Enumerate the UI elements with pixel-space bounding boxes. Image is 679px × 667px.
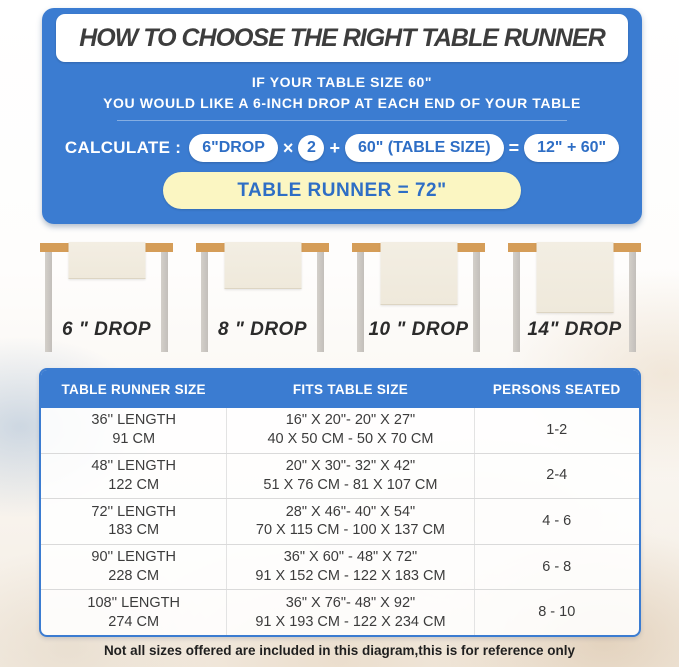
persons-cell: 8 - 10: [538, 604, 576, 621]
persons-cell: 1-2: [546, 421, 568, 438]
persons-cell: 6 - 8: [542, 558, 572, 575]
table-figure-8-drop: 8 " DROP: [196, 242, 329, 355]
col-header-fits-table: FITS TABLE SIZE: [292, 381, 409, 397]
drop-value-pill: 6"DROP: [189, 134, 278, 162]
runner-size-cell: 72'' LENGTH 183 CM: [91, 503, 176, 539]
table-leg: [161, 252, 168, 352]
page-title: HOW TO CHOOSE THE RIGHT TABLE RUNNER: [79, 23, 606, 52]
equals-operator: =: [508, 137, 520, 158]
col-header-runner-size: TABLE RUNNER SIZE: [61, 381, 206, 397]
table-leg: [473, 252, 480, 352]
fits-size-cell: 20" X 30"- 32" X 42" 51 X 76 CM - 81 X 1…: [226, 453, 475, 499]
runner-drape: [536, 242, 613, 313]
fits-size-cell: 28" X 46"- 40" X 54" 70 X 115 CM - 100 X…: [226, 499, 475, 544]
hero-panel: HOW TO CHOOSE THE RIGHT TABLE RUNNER IF …: [42, 8, 642, 224]
runner-size-cell: 48'' LENGTH 122 CM: [91, 458, 176, 493]
table-row: 48'' LENGTH 122 CM 20" X 30"- 32" X 42" …: [41, 452, 639, 499]
times-operator: ×: [282, 137, 294, 158]
table-row: 72'' LENGTH 183 CM 28" X 46"- 40" X 54" …: [41, 498, 639, 544]
subtitle-line-2: YOU WOULD LIKE A 6-INCH DROP AT EACH END…: [103, 95, 581, 111]
table-leg: [513, 252, 520, 352]
table-figure-6-drop: 6 " DROP: [40, 242, 173, 355]
table-row: 36'' LENGTH 91 CM 16" X 20"- 20" X 27" 4…: [41, 408, 639, 453]
drop-figures-row: 6 " DROP 8 " DROP 10 " DROP 14" DROP: [40, 242, 641, 355]
multiplier-badge: 2: [298, 135, 325, 161]
drop-label: 10 " DROP: [368, 319, 469, 340]
subtitle-divider: [117, 120, 567, 121]
col-header-persons: PERSONS SEATED: [492, 381, 621, 397]
runner-size-cell: 108'' LENGTH 274 CM: [87, 594, 180, 630]
table-size-pill: 60" (TABLE SIZE): [344, 134, 504, 162]
plus-operator: +: [329, 137, 340, 158]
drop-label: 6 " DROP: [61, 319, 152, 340]
table-leg: [201, 252, 208, 352]
runner-size-cell: 90'' LENGTH 228 CM: [91, 549, 176, 585]
persons-cell: 2-4: [546, 467, 568, 484]
runner-drape: [68, 242, 145, 279]
title-card: HOW TO CHOOSE THE RIGHT TABLE RUNNER: [56, 14, 628, 62]
calculation-row: CALCULATE : 6"DROP × 2 + 60" (TABLE SIZE…: [42, 130, 642, 166]
table-leg: [629, 252, 636, 352]
runner-result-pill: TABLE RUNNER = 72": [163, 172, 521, 209]
table-figure-14-drop: 14" DROP: [508, 242, 641, 355]
table-row: 90'' LENGTH 228 CM 36" X 60" - 48" X 72"…: [41, 543, 639, 590]
drop-label: 8 " DROP: [217, 319, 308, 340]
table-leg: [357, 252, 364, 352]
table-leg: [45, 252, 52, 352]
runner-drape: [380, 242, 457, 305]
table-row: 108'' LENGTH 274 CM 36" X 76"- 48" X 92"…: [41, 589, 639, 635]
runner-drape: [224, 242, 301, 289]
sum-pill: 12" + 60": [524, 134, 620, 162]
fits-size-cell: 16" X 20"- 20" X 27" 40 X 50 CM - 50 X 7…: [226, 408, 475, 453]
table-leg: [317, 252, 324, 352]
fits-size-cell: 36" X 60" - 48" X 72" 91 X 152 CM - 122 …: [226, 544, 475, 590]
size-chart-body: 36'' LENGTH 91 CM 16" X 20"- 20" X 27" 4…: [41, 408, 639, 635]
size-chart-header: TABLE RUNNER SIZE FITS TABLE SIZE PERSON…: [41, 370, 639, 408]
table-figure-10-drop: 10 " DROP: [352, 242, 485, 355]
subtitle-line-1: IF YOUR TABLE SIZE 60": [251, 74, 433, 90]
drop-label: 14" DROP: [527, 319, 622, 340]
fits-size-cell: 36" X 76"- 48" X 92" 91 X 193 CM - 122 X…: [226, 590, 475, 635]
runner-size-cell: 36'' LENGTH 91 CM: [91, 412, 176, 448]
disclaimer-note: Not all sizes offered are included in th…: [103, 643, 576, 658]
calculate-label: CALCULATE :: [64, 138, 182, 157]
persons-cell: 4 - 6: [542, 513, 572, 530]
size-chart-table: TABLE RUNNER SIZE FITS TABLE SIZE PERSON…: [39, 368, 641, 637]
